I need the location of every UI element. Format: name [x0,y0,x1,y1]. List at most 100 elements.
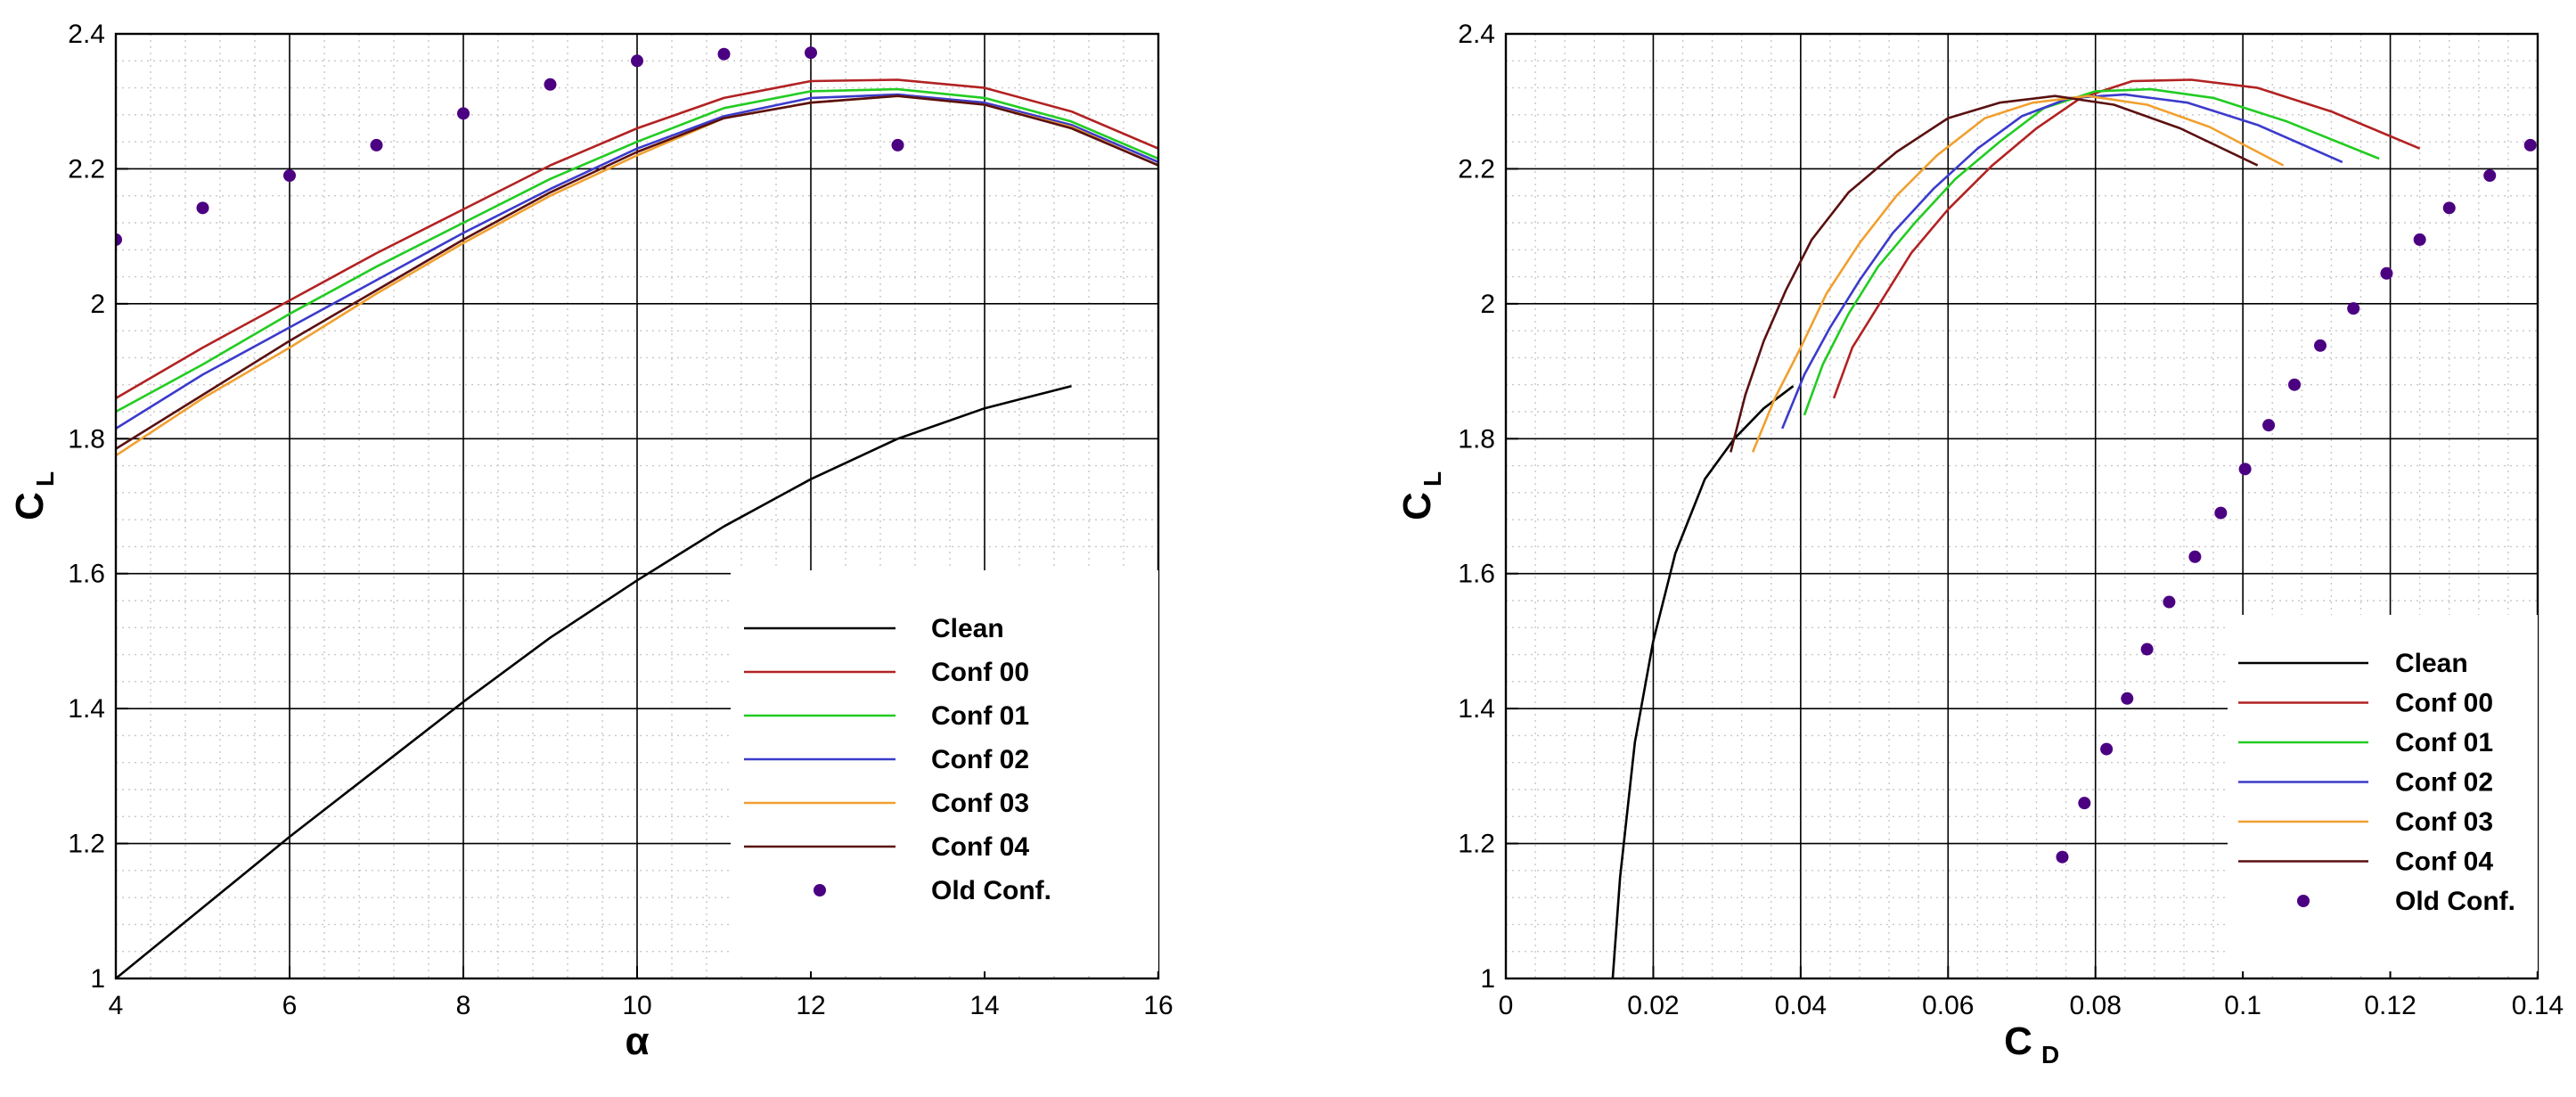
y-tick-label: 1 [90,964,105,994]
series-line-conf-04 [116,94,1158,450]
x-tick-label: 16 [1143,991,1173,1020]
data-point-old-conf [283,169,296,182]
series-group [1611,78,2537,978]
x-tick-label: 8 [456,991,471,1020]
data-point-old-conf [196,201,209,215]
series-line-clean [116,384,1072,978]
y-tick-label: 2.4 [68,20,105,49]
data-point-old-conf [2380,266,2393,280]
data-point-old-conf [2347,302,2360,315]
data-point-old-conf [631,54,643,68]
y-tick-label: 1 [1480,964,1495,994]
x-tick-label: 0.14 [2512,991,2564,1020]
grid [1505,33,2539,979]
y-tick-label: 1.8 [1458,424,1495,454]
data-point-old-conf [2238,463,2252,476]
legend-label-old-conf: Old Conf. [931,876,1051,905]
data-point-old-conf [2100,742,2114,756]
y-tick-label: 2 [1480,290,1495,319]
y-axis-label: C [1395,492,1439,520]
legend-label-old-conf: Old Conf. [2395,887,2515,916]
data-point-old-conf [457,107,470,120]
x-axis-label: C [2004,1019,2032,1063]
legend-label-conf-04: Conf 04 [2395,847,2493,877]
y-tick-label: 1.2 [68,830,105,859]
x-axis-label-subscript: D [2041,1041,2059,1068]
panel-cl-vs-cd: 0 0.02 0.04 0.06 0.08 0.1 0.12 0.14 1 1.2 1.4 1.6 1.… [1395,20,2564,1068]
series-line-clean [1611,385,1795,978]
y-axis-label-group: CL [8,471,59,520]
ticks: 0 0.02 0.04 0.06 0.08 0.1 0.12 0.14 1 1.2 1.4 1.6 1.… [1458,20,2564,1020]
y-tick-label: 1.8 [68,424,105,454]
x-tick-label: 0.1 [2224,991,2261,1020]
legend-label-clean: Clean [2395,649,2468,678]
legend-label-conf-04: Conf 04 [931,832,1029,862]
data-point-old-conf [2262,419,2276,432]
legend-label-conf-00: Conf 00 [2395,689,2493,718]
y-axis-label-subscript: L [1419,471,1446,487]
series-group [116,46,1158,978]
series-line-conf-04 [1730,94,2259,453]
y-tick-label: 1.2 [1458,830,1495,859]
x-tick-label: 12 [796,991,825,1020]
y-axis-label-group: CL [1395,471,1446,520]
series-line-conf-01 [116,87,1158,413]
y-tick-label: 1.4 [1458,694,1495,724]
y-tick-label: 2.4 [1458,20,1495,49]
data-point-old-conf [891,138,904,151]
x-tick-label: 0.04 [1775,991,1827,1020]
y-tick-label: 2.2 [1458,154,1495,184]
legend-label-conf-00: Conf 00 [931,658,1029,687]
data-point-old-conf [2188,550,2202,563]
legend-background [2228,615,2538,971]
x-tick-label: 4 [109,991,124,1020]
y-tick-label: 1.6 [1458,560,1495,589]
y-tick-label: 1.4 [68,694,105,724]
data-point-old-conf [2523,138,2537,151]
y-tick-label: 2.2 [68,154,105,184]
data-point-old-conf [2483,169,2497,182]
data-point-old-conf [116,233,122,246]
data-point-old-conf [370,138,383,151]
data-point-old-conf [2413,233,2426,246]
x-tick-label: 10 [622,991,651,1020]
legend-label-clean: Clean [931,614,1004,643]
panel-cl-vs-alpha: 4 6 8 10 12 14 16 1 1.2 1.4 1.6 1.8 2 2.2 2.4 Clean Conf… [8,20,1174,1063]
series-line-conf-00 [1832,78,2421,399]
x-tick-label: 0.12 [2364,991,2416,1020]
y-tick-label: 2 [90,290,105,319]
ticks: 4 6 8 10 12 14 16 1 1.2 1.4 1.6 1.8 2 2.2 2.4 [68,20,1173,1020]
legend-marker-old-conf [2297,895,2310,907]
legend-label-conf-03: Conf 03 [931,789,1029,818]
data-point-old-conf [2078,797,2091,810]
data-point-old-conf [805,46,817,60]
legend-label-conf-03: Conf 03 [2395,807,2493,837]
data-point-old-conf [2140,643,2154,656]
series-line-conf-01 [1803,87,2380,416]
data-point-old-conf [2214,506,2228,520]
legend-label-conf-02: Conf 02 [931,745,1029,774]
data-point-old-conf [2121,692,2134,705]
x-tick-label: 0.08 [2070,991,2122,1020]
x-tick-label: 6 [282,991,298,1020]
legend: Clean Conf 00 Conf 01 Conf 02 Conf 03 Conf 04… [2228,615,2538,971]
plot-frame [1504,32,2539,980]
y-axis-label: C [8,492,52,520]
x-axis-label: α [625,1019,649,1063]
legend-background [731,570,1158,971]
data-point-old-conf [717,47,731,61]
data-point-old-conf [2056,850,2069,864]
plot-frame [114,32,1160,980]
series-line-conf-03 [1751,94,2285,453]
x-tick-label: 14 [969,991,999,1020]
data-point-old-conf [2442,201,2456,215]
data-point-old-conf [2288,378,2302,391]
series-line-conf-00 [116,78,1158,400]
legend-label-conf-01: Conf 01 [2395,728,2493,757]
data-point-old-conf [2163,595,2176,609]
legend: Clean Conf 00 Conf 01 Conf 02 Conf 03 Conf 04… [731,570,1158,971]
legend-label-conf-01: Conf 01 [931,701,1029,731]
data-point-old-conf [2313,339,2327,352]
